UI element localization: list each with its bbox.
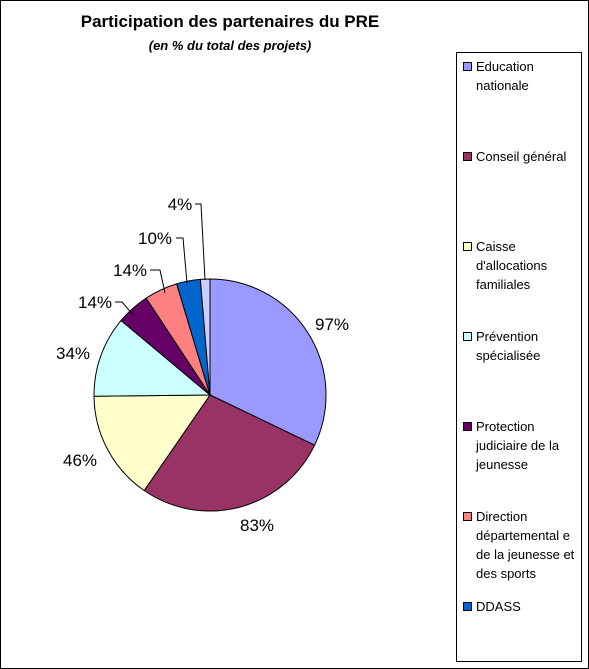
slice-label: 4% xyxy=(168,195,193,214)
legend-swatch xyxy=(463,602,472,611)
leader-line xyxy=(115,301,135,317)
chart-title: Participation des partenaires du PRE xyxy=(80,12,380,31)
legend-swatch xyxy=(463,512,472,521)
legend-item: Direction départemental e de la jeunesse… xyxy=(463,507,579,583)
legend-label: Caisse d'allocations familiales xyxy=(476,239,548,292)
pie-slice xyxy=(143,394,316,512)
legend-swatch xyxy=(463,152,472,161)
pie-slice xyxy=(209,278,327,446)
slice-label: 97% xyxy=(315,315,349,334)
legend-item: Protection judiciaire de la jeunesse xyxy=(463,417,579,474)
legend-label: Protection judiciaire de la jeunesse xyxy=(476,419,560,472)
legend-item: Education nationale xyxy=(463,57,579,95)
slice-label: 10% xyxy=(138,229,172,248)
legend-swatch xyxy=(463,422,472,431)
leader-line xyxy=(176,237,188,284)
legend-item: Conseil général xyxy=(463,147,579,166)
legend-item: Prévention spécialisée xyxy=(463,327,579,365)
legend-label: DDASS xyxy=(476,599,521,614)
legend-item: DDASS xyxy=(463,597,579,616)
data-labels: 97% 83% 46% 34% 14%14% 10% 4% xyxy=(56,195,349,535)
leader-line xyxy=(195,203,206,281)
legend-item: Caisse d'allocations familiales xyxy=(463,237,579,294)
legend-swatch xyxy=(463,242,472,251)
slice-label: 46% xyxy=(63,451,97,470)
legend-swatch xyxy=(463,332,472,341)
chart-subtitle: (en % du total des projets) xyxy=(148,38,312,53)
leader-lines xyxy=(115,203,206,317)
legend-label: Conseil général xyxy=(476,149,567,164)
slice-label: 14% xyxy=(78,293,112,312)
legend-label: Education nationale xyxy=(476,59,534,93)
pie-slices xyxy=(93,278,327,512)
legend: Education nationale Conseil général Caisse… xyxy=(456,52,582,662)
leader-line xyxy=(150,269,166,294)
pie-slice xyxy=(93,394,211,492)
pie-slice xyxy=(93,319,212,397)
slice-label: 14% xyxy=(113,261,147,280)
slice-label: 34% xyxy=(56,344,90,363)
legend-label: Prévention spécialisée xyxy=(476,329,541,363)
legend-label: Direction départemental e de la jeunesse… xyxy=(476,509,575,581)
legend-swatch xyxy=(463,62,472,71)
slice-label: 83% xyxy=(240,516,274,535)
